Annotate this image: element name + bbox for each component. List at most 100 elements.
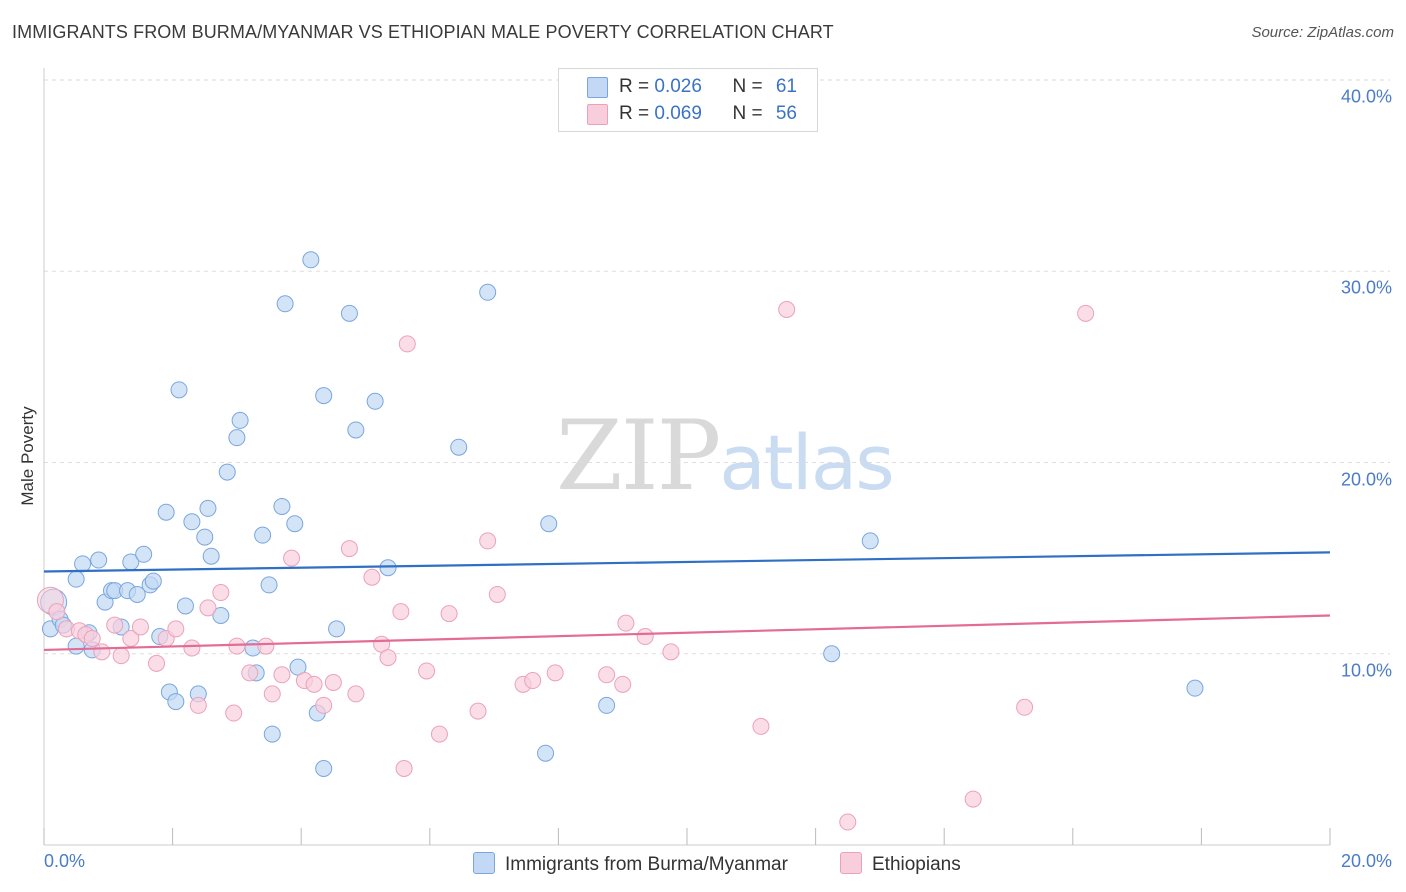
point-ethiopians — [839, 813, 857, 831]
point-ethiopians — [112, 647, 130, 665]
point-burma — [450, 438, 468, 456]
chart-title: IMMIGRANTS FROM BURMA/MYANMAR VS ETHIOPI… — [12, 22, 834, 42]
point-burma — [366, 392, 384, 410]
point-burma — [286, 515, 304, 533]
point-burma — [1186, 679, 1204, 697]
point-burma — [537, 744, 555, 762]
point-ethiopians — [614, 675, 632, 693]
point-burma — [302, 251, 320, 269]
point-burma — [144, 572, 162, 590]
point-burma — [823, 645, 841, 663]
point-ethiopians — [1016, 698, 1034, 716]
point-ethiopians — [398, 335, 416, 353]
point-ethiopians — [964, 790, 982, 808]
point-ethiopians — [199, 599, 217, 617]
point-ethiopians — [363, 568, 381, 586]
point-ethiopians — [131, 618, 149, 636]
point-burma — [263, 725, 281, 743]
point-burma — [598, 696, 616, 714]
trend-line-ethiopians — [43, 614, 1331, 652]
watermark: ZIPatlas — [556, 400, 895, 512]
legend-r-label: R = — [619, 103, 655, 124]
point-ethiopians — [93, 643, 111, 661]
bottom-legend-ethiopians: Ethiopians — [840, 852, 961, 876]
point-burma — [67, 570, 85, 588]
point-burma — [199, 499, 217, 517]
y-tick-label: 40.0% — [1340, 86, 1392, 107]
point-ethiopians — [183, 639, 201, 657]
series-burma-points — [40, 251, 1204, 777]
legend-swatch-burma — [587, 77, 608, 98]
bottom-legend-label-burma: Immigrants from Burma/Myanmar — [505, 854, 788, 875]
point-ethiopians — [315, 696, 333, 714]
point-burma — [347, 421, 365, 439]
point-ethiopians — [778, 301, 796, 318]
point-burma — [212, 607, 230, 624]
axes — [43, 68, 1331, 846]
point-ethiopians — [440, 605, 458, 623]
point-burma — [135, 545, 153, 563]
point-ethiopians — [662, 643, 680, 661]
point-ethiopians — [392, 603, 410, 621]
point-burma — [273, 497, 291, 515]
point-burma — [315, 387, 333, 405]
point-ethiopians — [241, 664, 259, 682]
point-burma — [861, 532, 879, 550]
point-ethiopians — [395, 760, 413, 777]
legend-r-value: 0.069 — [654, 103, 702, 124]
point-ethiopians — [305, 675, 323, 693]
point-ethiopians — [598, 666, 616, 684]
watermark-zip: ZIP — [556, 400, 721, 512]
bottom-legend-label-ethiopians: Ethiopians — [872, 854, 961, 875]
legend-n-value: 61 — [775, 76, 797, 97]
point-ethiopians — [106, 616, 124, 634]
point-ethiopians — [48, 603, 66, 621]
point-ethiopians — [148, 654, 166, 672]
legend-swatch-ethiopians — [587, 104, 608, 125]
point-burma — [196, 528, 214, 546]
y-tick-label: 30.0% — [1340, 277, 1392, 298]
x-tick-label: 0.0% — [44, 851, 86, 871]
point-ethiopians — [1077, 304, 1095, 322]
point-burma — [128, 585, 146, 603]
point-burma — [231, 411, 249, 429]
point-burma — [74, 555, 92, 573]
point-ethiopians — [228, 637, 246, 655]
point-ethiopians — [488, 585, 506, 603]
point-burma — [157, 503, 175, 521]
point-burma — [170, 381, 188, 399]
point-ethiopians — [263, 685, 281, 703]
point-ethiopians — [636, 628, 654, 646]
point-ethiopians — [617, 614, 635, 632]
series-ethiopians-points — [36, 301, 1095, 831]
point-ethiopians — [546, 664, 564, 682]
point-burma — [167, 693, 185, 711]
bottom-legend-swatch-burma — [473, 852, 495, 874]
point-burma — [340, 304, 358, 322]
point-burma — [90, 551, 108, 569]
point-burma — [328, 620, 346, 638]
point-burma — [218, 463, 236, 481]
point-burma — [479, 283, 497, 301]
point-ethiopians — [524, 672, 542, 690]
point-burma — [183, 513, 201, 531]
legend-r-value: 0.026 — [654, 76, 702, 97]
point-burma — [379, 559, 397, 577]
point-burma — [228, 429, 246, 447]
point-ethiopians — [418, 662, 436, 680]
point-burma — [254, 526, 272, 544]
x-tick-label: 20.0% — [1340, 851, 1392, 871]
point-ethiopians — [283, 549, 301, 567]
point-ethiopians — [273, 666, 291, 684]
point-ethiopians — [469, 702, 487, 720]
bottom-legend-burma: Immigrants from Burma/Myanmar — [473, 852, 788, 876]
bottom-legend-swatch-ethiopians — [840, 852, 862, 874]
point-ethiopians — [122, 629, 140, 647]
point-burma — [202, 547, 220, 565]
correlation-legend: R = 0.026 N = 61 R = 0.069 N = 56 — [558, 68, 818, 132]
trend-lines — [43, 551, 1331, 652]
y-tick-label: 10.0% — [1340, 660, 1392, 681]
point-burma — [176, 597, 194, 615]
point-ethiopians — [167, 620, 185, 638]
